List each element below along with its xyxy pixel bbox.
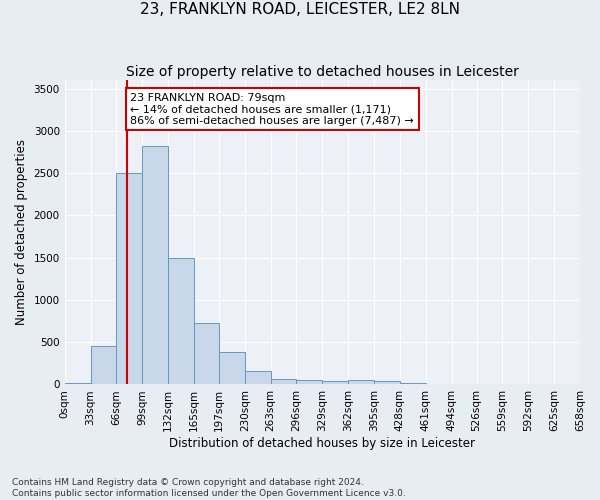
Bar <box>91 346 116 385</box>
Y-axis label: Number of detached properties: Number of detached properties <box>15 140 28 326</box>
Text: Contains HM Land Registry data © Crown copyright and database right 2024.
Contai: Contains HM Land Registry data © Crown c… <box>12 478 406 498</box>
Bar <box>116 173 142 384</box>
Text: 23, FRANKLYN ROAD, LEICESTER, LE2 8LN: 23, FRANKLYN ROAD, LEICESTER, LE2 8LN <box>140 2 460 18</box>
Bar <box>271 378 296 384</box>
Text: 23 FRANKLYN ROAD: 79sqm
← 14% of detached houses are smaller (1,171)
86% of semi: 23 FRANKLYN ROAD: 79sqm ← 14% of detache… <box>130 93 414 126</box>
X-axis label: Distribution of detached houses by size in Leicester: Distribution of detached houses by size … <box>169 437 475 450</box>
Bar <box>400 383 426 384</box>
Bar <box>142 146 168 384</box>
Bar <box>348 380 374 384</box>
Bar <box>65 383 91 384</box>
Bar <box>245 372 271 384</box>
Bar <box>296 380 322 384</box>
Bar <box>322 380 348 384</box>
Bar <box>168 258 194 384</box>
Bar <box>374 381 400 384</box>
Title: Size of property relative to detached houses in Leicester: Size of property relative to detached ho… <box>126 65 519 79</box>
Bar <box>219 352 245 384</box>
Bar <box>194 323 219 384</box>
